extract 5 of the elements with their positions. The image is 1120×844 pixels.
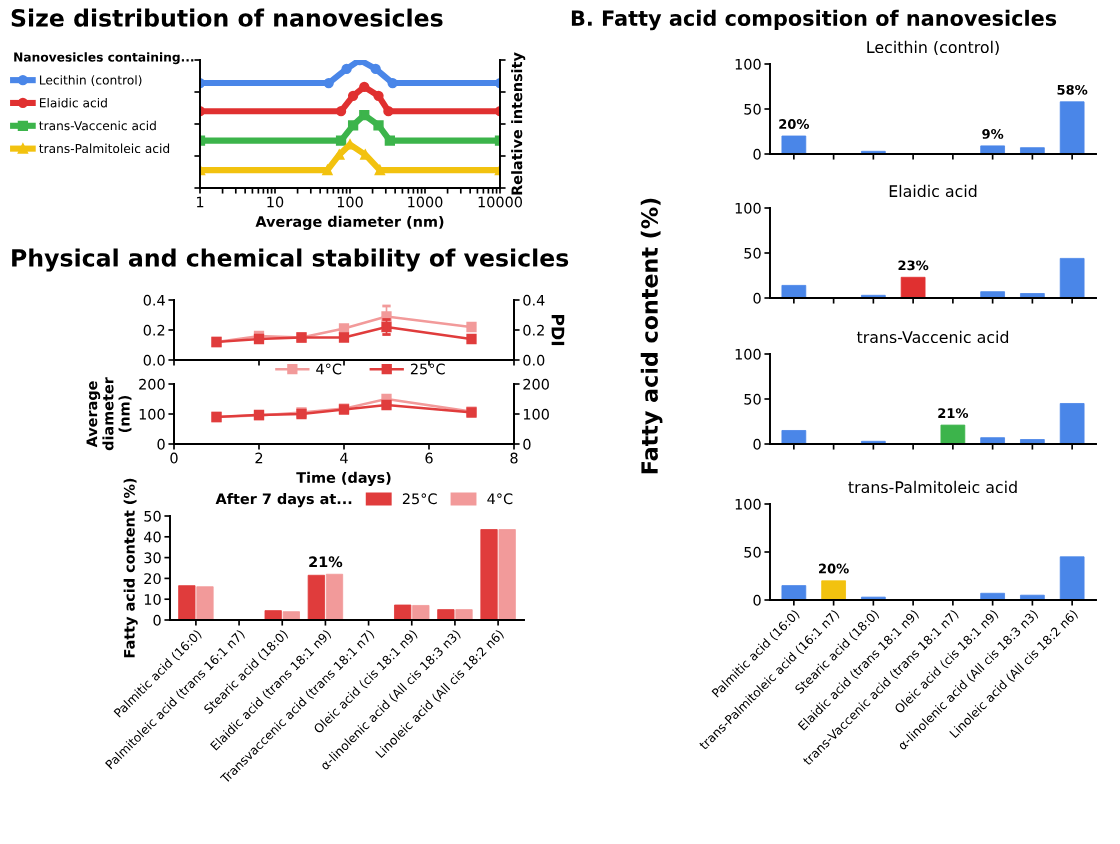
y-axis-title: Fatty acid content (%) (640, 198, 663, 474)
chart-title: Physical and chemical stability of vesicles (12, 248, 569, 272)
chart-subtitle: B. Fatty acid composition of nanovesicles (571, 9, 1057, 31)
chart-title: Size distribution of nanovesicles (11, 8, 443, 27)
y2-axis-title: PDI (551, 314, 565, 346)
